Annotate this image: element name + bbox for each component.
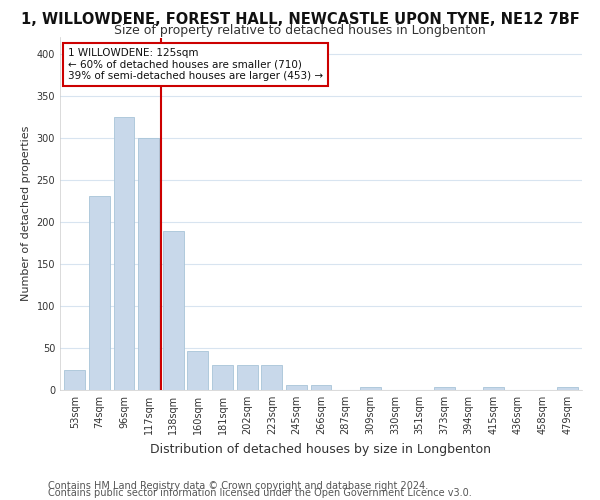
Bar: [557, 388, 578, 390]
Bar: [113, 117, 134, 390]
Bar: [187, 352, 208, 390]
Bar: [483, 386, 504, 390]
Bar: [64, 370, 85, 390]
Bar: [311, 385, 331, 390]
Bar: [138, 138, 159, 390]
X-axis label: Distribution of detached houses by size in Longbenton: Distribution of detached houses by size …: [151, 442, 491, 456]
Text: Contains public sector information licensed under the Open Government Licence v3: Contains public sector information licen…: [48, 488, 472, 498]
Text: Contains HM Land Registry data © Crown copyright and database right 2024.: Contains HM Land Registry data © Crown c…: [48, 481, 428, 491]
Bar: [360, 386, 381, 390]
Bar: [163, 230, 184, 390]
Text: 1 WILLOWDENE: 125sqm
← 60% of detached houses are smaller (710)
39% of semi-deta: 1 WILLOWDENE: 125sqm ← 60% of detached h…: [68, 48, 323, 82]
Bar: [434, 386, 455, 390]
Bar: [286, 385, 307, 390]
Y-axis label: Number of detached properties: Number of detached properties: [21, 126, 31, 302]
Bar: [89, 196, 110, 390]
Bar: [261, 365, 282, 390]
Bar: [212, 365, 233, 390]
Text: 1, WILLOWDENE, FOREST HALL, NEWCASTLE UPON TYNE, NE12 7BF: 1, WILLOWDENE, FOREST HALL, NEWCASTLE UP…: [20, 12, 580, 28]
Text: Size of property relative to detached houses in Longbenton: Size of property relative to detached ho…: [114, 24, 486, 37]
Bar: [236, 365, 257, 390]
